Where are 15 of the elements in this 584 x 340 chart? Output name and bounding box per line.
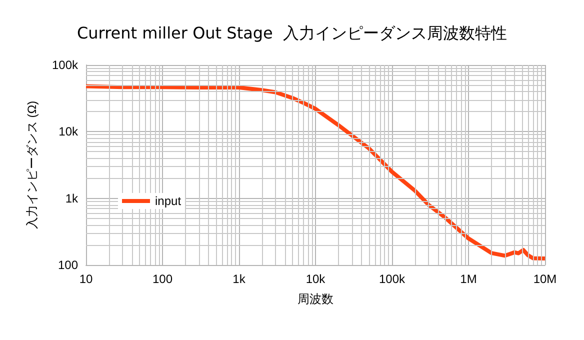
y-tick-label: 100k <box>52 58 79 72</box>
y-tick-label: 1k <box>65 191 79 206</box>
x-tick-label: 10M <box>533 272 557 286</box>
y-tick-label: 10k <box>58 124 79 139</box>
x-axis-title: 周波数 <box>298 292 334 306</box>
x-tick-label: 1M <box>460 272 477 286</box>
legend-label: input <box>155 194 182 208</box>
chart-title: Current miller Out Stage 入力インピーダンス周波数特性 <box>76 24 508 42</box>
x-tick-label: 10 <box>79 272 93 286</box>
x-tick-label: 10k <box>306 272 326 286</box>
y-axis-title: 入力インピーダンス (Ω) <box>25 100 39 230</box>
y-tick-label: 100 <box>58 258 78 272</box>
x-tick-label: 100k <box>378 272 406 286</box>
x-tick-label: 100 <box>152 272 173 286</box>
x-tick-label: 1k <box>232 272 246 286</box>
